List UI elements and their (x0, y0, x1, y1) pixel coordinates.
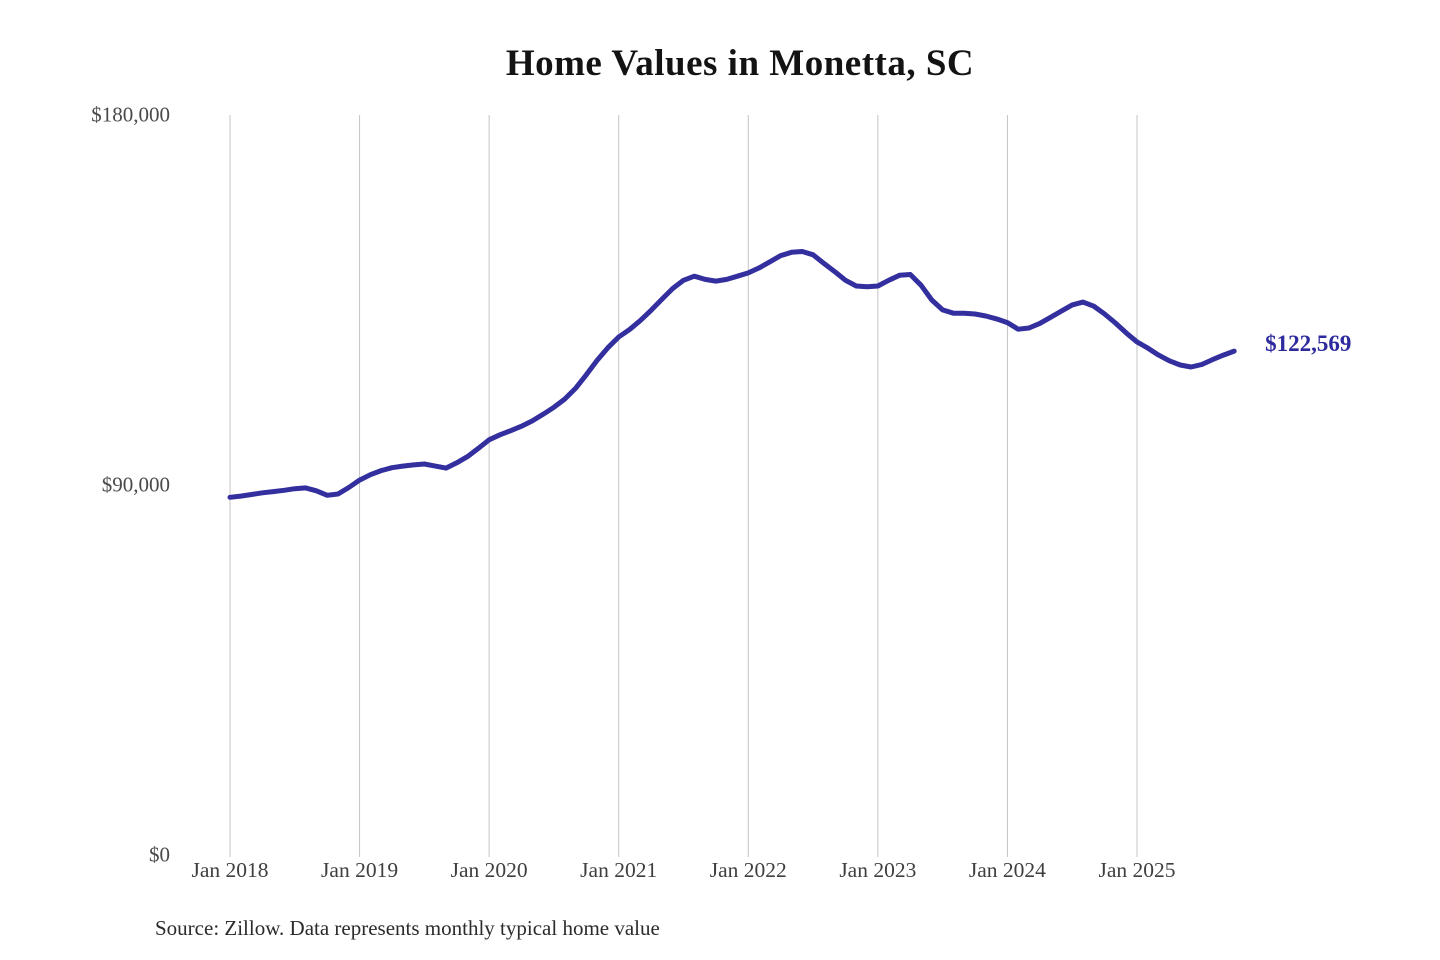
chart-title: Home Values in Monetta, SC (505, 43, 975, 84)
home-value-line (227, 249, 1237, 500)
y-axis-label-0: $0 (149, 842, 170, 867)
x-axis-label: Jan 2020 (450, 858, 528, 882)
x-axis-label: Jan 2022 (709, 858, 787, 882)
x-axis-label: Jan 2019 (321, 858, 399, 882)
y-axis-label-90000: $90,000 (101, 472, 170, 497)
x-axis-label: Jan 2023 (839, 858, 917, 882)
x-axis-label: Jan 2018 (191, 858, 269, 882)
x-axis-label: Jan 2021 (580, 858, 658, 882)
latest-value-label: $122,569 (1265, 331, 1352, 357)
x-axis-label: Jan 2024 (968, 858, 1046, 882)
source-note: Source: Zillow. Data represents monthly … (155, 916, 660, 940)
x-axis-label: Jan 2025 (1098, 858, 1176, 882)
y-axis-label-180000: $180,000 (91, 102, 170, 127)
